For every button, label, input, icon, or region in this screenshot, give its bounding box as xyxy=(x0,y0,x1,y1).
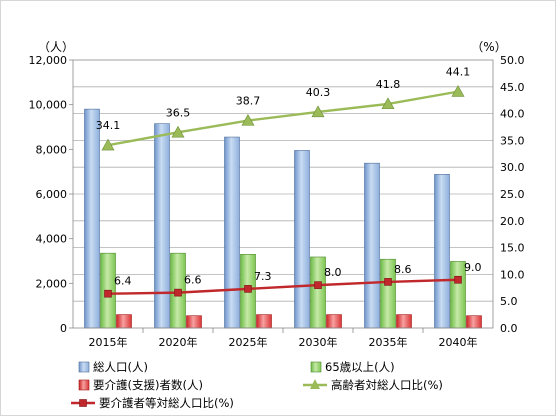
legend-item: 総人口(人) xyxy=(78,360,148,374)
marker-square xyxy=(244,285,252,293)
marker-triangle xyxy=(451,85,465,97)
marker-square xyxy=(384,278,392,286)
x-tick-label: 2040年 xyxy=(439,335,478,349)
y-right-tick-label: 30.0 xyxy=(500,161,525,174)
y-left-tick-label: 8,000 xyxy=(36,143,68,156)
x-tick-label: 2035年 xyxy=(369,335,408,349)
data-label: 6.6 xyxy=(184,274,202,287)
marker-square xyxy=(104,289,112,298)
axes: 0.0 5.0 10.0 15.0 20.0 25.0 30.0 35.0 40.0 45.0 50… xyxy=(29,40,525,349)
legend-swatch xyxy=(78,361,90,373)
legend-label: 高齢者対総人口比(%) xyxy=(331,378,443,392)
x-tick-label: 2030年 xyxy=(299,335,338,349)
marker-square xyxy=(454,275,462,284)
x-tick-label: 2015年 xyxy=(89,335,128,349)
bar-0 xyxy=(364,162,380,329)
data-label: 34.1 xyxy=(96,119,121,132)
data-label: 8.0 xyxy=(324,266,342,279)
y-right-tick-label: 45.0 xyxy=(500,81,525,94)
legend-label: 要介護者等対総人口比(%) xyxy=(99,396,234,410)
y-right-tick-label: 40.0 xyxy=(500,108,525,121)
bars xyxy=(84,108,482,329)
data-label: 36.5 xyxy=(166,106,191,119)
bar-2 xyxy=(116,314,132,329)
legend-marker-triangle xyxy=(310,379,320,389)
bar-2 xyxy=(256,314,272,329)
bar-0 xyxy=(434,174,450,329)
legend-swatch xyxy=(310,361,322,373)
marker-square xyxy=(174,288,182,297)
bar-2 xyxy=(466,315,482,329)
data-label: 41.8 xyxy=(376,78,401,91)
line-series-0 xyxy=(107,90,459,147)
data-label: 44.1 xyxy=(446,66,471,79)
marker-triangle xyxy=(101,138,115,151)
gridlines xyxy=(73,86,493,302)
legend-marker-square xyxy=(79,399,87,407)
y-left-tick-label: 2,000 xyxy=(36,277,68,290)
y-right-tick-label: 15.0 xyxy=(500,242,525,255)
data-label: 40.3 xyxy=(306,86,331,99)
bar-0 xyxy=(224,136,240,329)
bar-2 xyxy=(326,314,342,329)
legend-label: 要介護(支援)者数(人) xyxy=(93,378,203,392)
line-series xyxy=(101,85,465,298)
data-labels: 34.1 36.5 38.7 40.3 41.8 44.1 6.4 6.6 7.3 8.0 8.6 9… xyxy=(96,66,482,288)
marker-triangle xyxy=(171,125,185,138)
x-tick-label: 2020年 xyxy=(159,335,198,349)
y-right-tick-label: 25.0 xyxy=(500,188,525,201)
marker-square xyxy=(314,281,322,289)
y-right-tick-label: 35.0 xyxy=(500,134,525,147)
data-label: 8.6 xyxy=(394,263,412,276)
x-tick-label: 2025年 xyxy=(229,335,268,349)
legend-swatch xyxy=(78,379,90,391)
legend-label: 総人口(人) xyxy=(93,360,148,374)
data-label: 9.0 xyxy=(464,261,482,274)
data-label: 38.7 xyxy=(236,95,261,108)
y-right-tick-label: 20.0 xyxy=(500,215,525,228)
y-right-tick-label: 50.0 xyxy=(500,54,525,67)
bar-0 xyxy=(294,150,310,329)
y-left-unit-label: （人） xyxy=(38,40,74,54)
y-right-unit-label: （%） xyxy=(471,40,506,54)
bar-2 xyxy=(186,315,202,329)
y-left-tick-label: 6,000 xyxy=(36,188,68,201)
y-right-tick-label: 5.0 xyxy=(500,295,518,308)
legend: 総人口(人) 65歳以上(人) 要介護(支援)者数(人) 高齢者対総人口比(%) 要介護… xyxy=(71,360,443,410)
y-right-tick-label: 10.0 xyxy=(500,268,525,281)
bar-2 xyxy=(396,314,412,329)
data-label: 7.3 xyxy=(254,270,272,283)
y-left-tick-label: 0 xyxy=(60,322,67,335)
y-left-tick-label: 4,000 xyxy=(36,233,68,246)
bar-0 xyxy=(84,108,100,329)
marker-triangle xyxy=(311,105,325,118)
legend-item: 高齢者対総人口比(%) xyxy=(303,378,443,392)
y-left-tick-label: 10,000 xyxy=(29,99,68,112)
line-series-1 xyxy=(107,278,459,295)
legend-item: 65歳以上(人) xyxy=(310,360,395,374)
legend-item: 要介護者等対総人口比(%) xyxy=(71,396,234,410)
data-label: 6.4 xyxy=(114,275,132,288)
marker-triangle xyxy=(381,97,395,110)
legend-label: 65歳以上(人) xyxy=(325,360,395,374)
y-left-tick-label: 12,000 xyxy=(29,54,68,67)
marker-triangle xyxy=(241,113,255,126)
legend-item: 要介護(支援)者数(人) xyxy=(78,378,203,392)
y-right-tick-label: 0.0 xyxy=(500,322,518,335)
bar-0 xyxy=(154,123,170,329)
